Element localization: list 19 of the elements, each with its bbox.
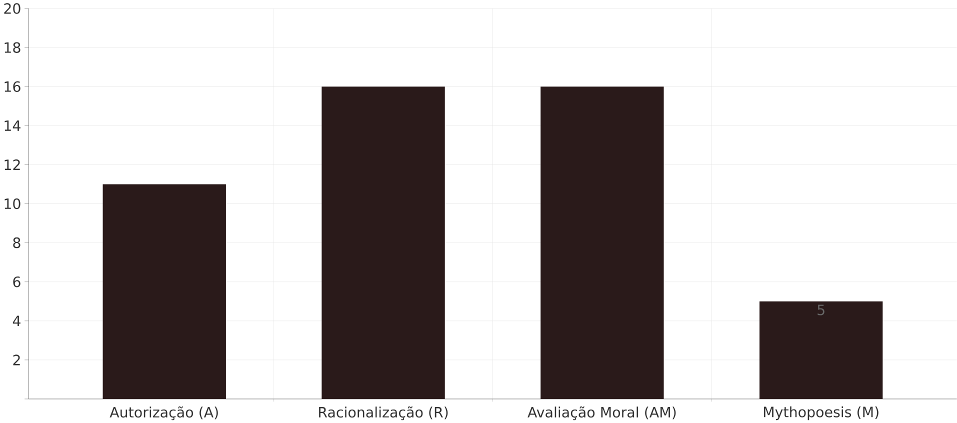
x-tick-label: Avaliação Moral (AM) <box>528 406 676 420</box>
bar <box>322 86 445 399</box>
x-tick-label: Mythopoesis (M) <box>764 406 878 420</box>
y-tick-label: 4 <box>12 316 20 326</box>
bar <box>540 86 664 399</box>
y-tick-label: 16 <box>4 81 20 92</box>
y-tick-label: 20 <box>4 3 20 14</box>
bar <box>102 184 226 399</box>
y-tick-label: 18 <box>4 42 20 53</box>
y-tick-label: 12 <box>4 159 20 170</box>
y-tick-label: 6 <box>13 276 20 288</box>
y-tick-label: 14 <box>4 120 20 131</box>
y-tick-label: 10 <box>4 198 20 209</box>
y-tick-label: 8 <box>13 237 20 248</box>
x-tick-label: Autorização (A) <box>110 406 218 420</box>
x-tick-label: Racionalização (R) <box>319 406 448 420</box>
y-tick-label: 2 <box>13 354 20 366</box>
bar <box>759 301 883 399</box>
data-label: 5 <box>818 304 824 316</box>
